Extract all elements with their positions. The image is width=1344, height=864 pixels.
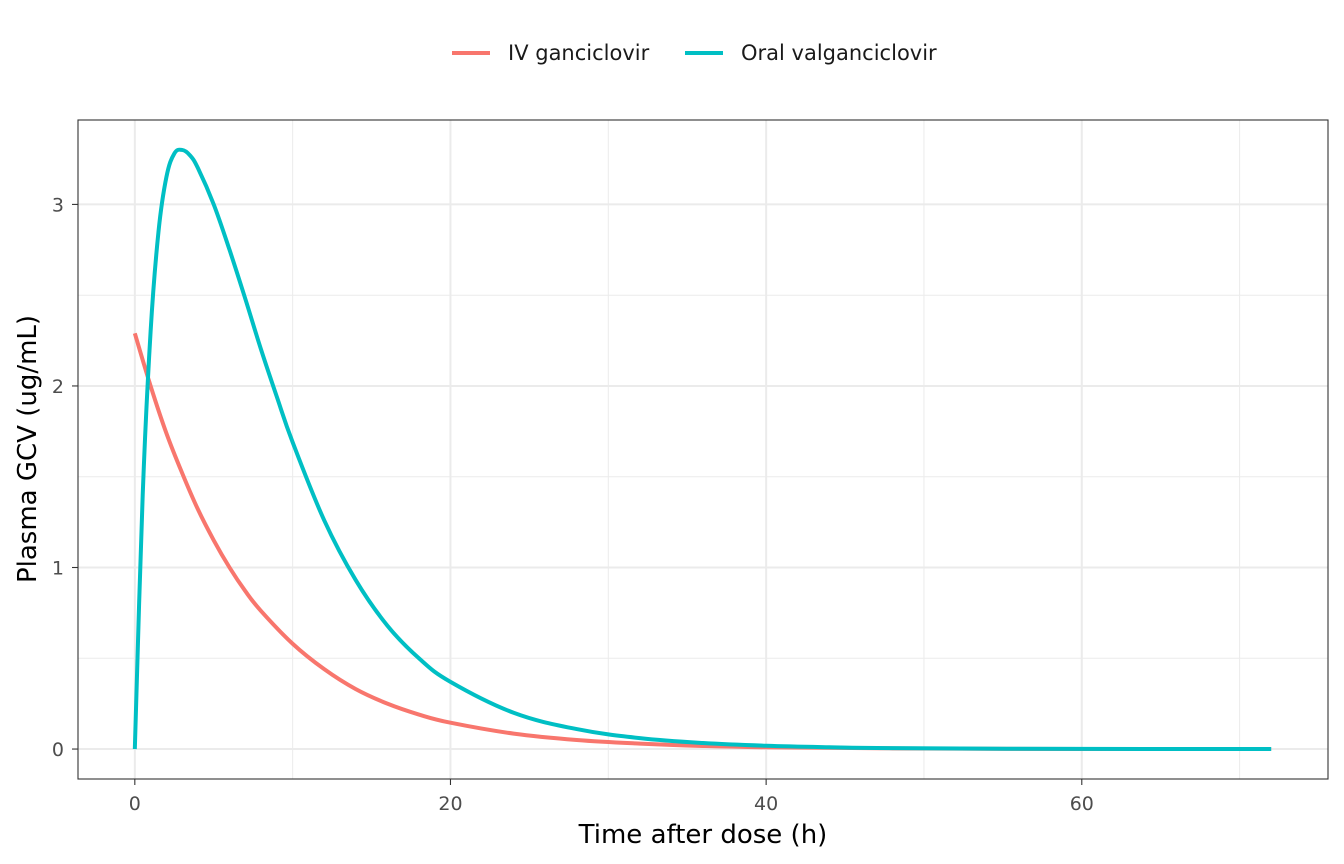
- panel-border: [77, 119, 1329, 780]
- grid-minor: [78, 120, 1328, 779]
- x-tick-label-1: 20: [438, 793, 462, 815]
- y-tick-label-2: 2: [52, 376, 64, 398]
- x-axis-title: Time after dose (h): [578, 820, 828, 850]
- y-axis: 0 1 2 3: [52, 194, 78, 761]
- y-tick-label-0: 0: [52, 739, 64, 761]
- legend-label-iv-ganciclovir: IV ganciclovir: [508, 41, 650, 65]
- x-axis: 0 20 40 60: [129, 779, 1094, 815]
- y-tick-label-1: 1: [52, 558, 64, 580]
- series-lines: [132, 147, 1272, 752]
- y-tick-label-3: 3: [52, 194, 64, 216]
- legend: IV ganciclovir Oral valganciclovir: [452, 41, 937, 65]
- series-line-1: [132, 147, 1272, 752]
- x-tick-label-3: 60: [1070, 793, 1094, 815]
- legend-label-oral-valganciclovir: Oral valganciclovir: [741, 41, 937, 65]
- x-tick-label-0: 0: [129, 793, 141, 815]
- plot-panel: [77, 119, 1329, 780]
- x-tick-label-2: 40: [754, 793, 778, 815]
- y-axis-title: Plasma GCV (ug/mL): [13, 315, 43, 583]
- panel-background: [78, 120, 1328, 779]
